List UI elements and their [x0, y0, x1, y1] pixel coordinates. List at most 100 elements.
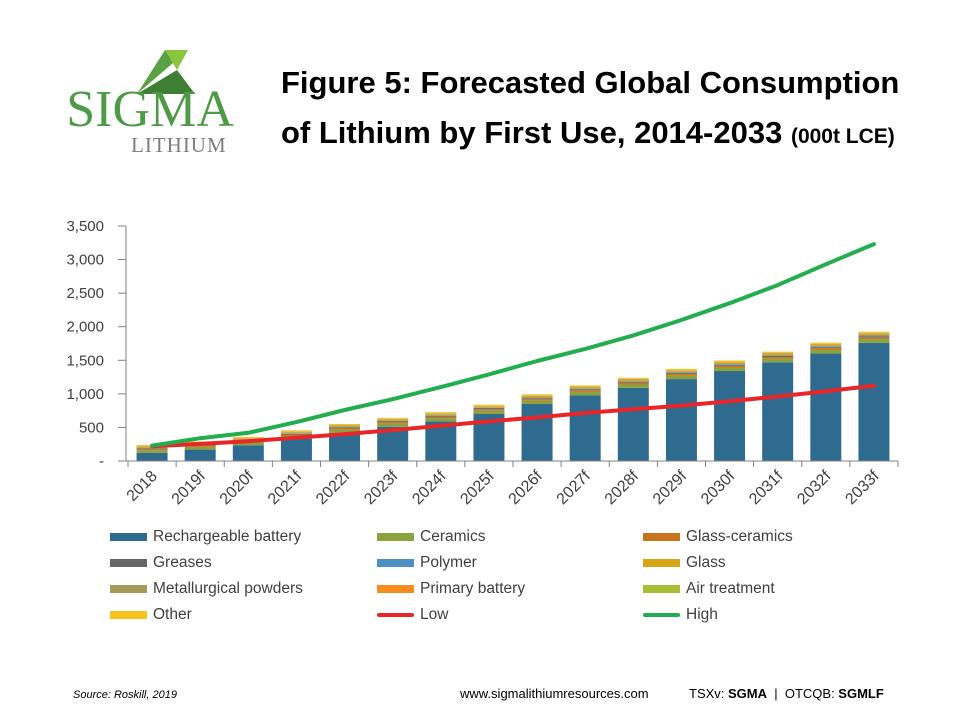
bar-segment	[136, 448, 168, 449]
bar-segment	[377, 421, 409, 423]
x-tick-label: 2025f	[457, 467, 498, 508]
legend-swatch	[377, 585, 414, 593]
bar-segment	[136, 452, 168, 461]
bar-segment	[810, 344, 842, 346]
bar-segment	[762, 362, 794, 461]
bar-segment	[473, 409, 505, 411]
bar-segment	[425, 412, 457, 414]
bar-segment	[425, 418, 457, 422]
bar-segment	[136, 450, 168, 453]
bar-segment	[569, 387, 601, 389]
x-axis: 2018 2019f 2020f 2021f 2022f 2023f 2024f 2025f 2…	[124, 460, 899, 508]
footer-website-link[interactable]: www.sigmalithiumresources.com	[460, 686, 649, 701]
bar-segment	[569, 391, 601, 396]
bar-segment	[473, 404, 505, 406]
legend-swatch	[643, 533, 680, 541]
bar-segment	[617, 379, 649, 382]
series-line-low	[150, 383, 876, 449]
legend-swatch	[643, 559, 680, 567]
tsx-label: TSXv:	[689, 686, 729, 701]
bar-segment	[762, 356, 794, 359]
x-tick-label: 2029f	[650, 467, 691, 508]
title-unit: (000t LCE)	[790, 125, 895, 148]
bar-segment	[377, 422, 409, 424]
y-tick-label: -	[99, 453, 104, 470]
bar-segment	[184, 446, 216, 450]
bar-segment	[810, 353, 842, 461]
bar-segment	[280, 433, 312, 434]
x-tick-label: 2020f	[217, 467, 258, 508]
series-line-high	[150, 242, 876, 448]
bar-segment	[377, 420, 409, 422]
bar-segment	[617, 387, 649, 461]
x-tick-label: 2024f	[409, 467, 450, 508]
title-line-2: of Lithium by First Use, 2014-2033 (000t…	[281, 108, 951, 162]
sigma-lithium-logo: SIGMA LITHIUM	[55, 50, 245, 158]
bar-segment	[858, 342, 890, 461]
y-tick-label: 3,500	[66, 218, 104, 235]
bar-segment	[665, 372, 697, 374]
bar-segment	[810, 347, 842, 349]
bar-segment	[521, 397, 553, 399]
bar-segment	[714, 364, 746, 365]
bar-segment	[762, 356, 794, 357]
legend-item: Low	[377, 604, 448, 626]
bar-segment	[569, 388, 601, 390]
bar-segment	[858, 334, 890, 336]
legend-item: Ceramics	[377, 526, 485, 548]
bar-segment	[329, 424, 361, 426]
bar-segment	[810, 348, 842, 350]
bar-segment	[714, 360, 746, 362]
legend-item: Air treatment	[643, 578, 775, 600]
bar-segment	[521, 400, 553, 404]
legend-label: Low	[420, 606, 449, 623]
legend-item: Metallurgical powders	[110, 578, 303, 600]
x-tick-label: 2019f	[169, 467, 210, 508]
title-line-2-text: of Lithium by First Use, 2014-2033	[281, 115, 783, 150]
bar-segment	[810, 342, 842, 344]
y-tick-label: 2,000	[66, 319, 104, 336]
bar-segment	[762, 351, 794, 353]
bar-segment	[425, 415, 457, 416]
bar-segment	[280, 430, 312, 432]
y-tick-label: 2,500	[66, 285, 104, 302]
bar-segment	[184, 445, 216, 447]
bar-segment	[521, 396, 553, 398]
bar-segment	[521, 394, 553, 396]
legend-item: Polymer	[377, 552, 477, 574]
legend-label: High	[686, 606, 718, 623]
bar-segment	[617, 384, 649, 388]
bar-segment	[665, 371, 697, 373]
bar-segment	[329, 425, 361, 428]
y-tick-label: 3,000	[66, 252, 104, 269]
legend-label: Air treatment	[686, 580, 775, 597]
bar-segment	[473, 410, 505, 414]
bar-segment	[665, 379, 697, 461]
bar-segment	[617, 377, 649, 379]
bar-segment	[425, 415, 457, 417]
bar-segment	[858, 335, 890, 337]
y-tick-label: 500	[79, 419, 104, 436]
bar-segment	[810, 345, 842, 347]
legend-swatch	[110, 559, 147, 567]
bar-segment	[569, 390, 601, 392]
bar-segment	[762, 355, 794, 357]
legend-swatch	[110, 611, 147, 619]
bar-segment	[521, 403, 553, 461]
bar-segment	[762, 354, 794, 356]
bar-segment	[473, 406, 505, 408]
bar-segment	[665, 373, 697, 376]
y-tick-label: 1,500	[66, 352, 104, 369]
bar-segment	[232, 442, 264, 446]
legend-item: Rechargeable battery	[110, 526, 301, 548]
footer-tickers: TSXv: SGMA | OTCQB: SGMLF	[689, 686, 884, 701]
legend-swatch	[110, 533, 147, 541]
legend-swatch	[643, 585, 680, 593]
bar-segment	[521, 398, 553, 400]
bar-segment	[329, 429, 361, 433]
legend-label: Glass-ceramics	[686, 528, 793, 545]
bar-segment	[473, 407, 505, 409]
otc-ticker: SGMLF	[838, 686, 884, 701]
legend-label: Metallurgical powders	[153, 580, 303, 597]
